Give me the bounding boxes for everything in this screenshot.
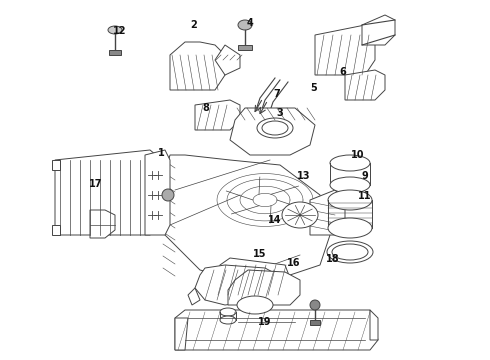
Ellipse shape (330, 177, 370, 193)
Polygon shape (310, 190, 345, 235)
Polygon shape (109, 50, 121, 55)
Text: 14: 14 (268, 215, 281, 225)
Text: 17: 17 (89, 179, 102, 189)
Polygon shape (238, 45, 252, 50)
Polygon shape (195, 100, 240, 130)
Polygon shape (90, 210, 115, 238)
Text: 13: 13 (297, 171, 311, 181)
Ellipse shape (328, 190, 372, 210)
Text: 7: 7 (273, 89, 280, 99)
Text: 2: 2 (190, 20, 197, 30)
Polygon shape (175, 310, 378, 350)
Ellipse shape (220, 308, 236, 316)
Ellipse shape (328, 218, 372, 238)
Text: 4: 4 (246, 18, 253, 28)
Polygon shape (170, 42, 225, 90)
Polygon shape (175, 318, 188, 350)
Text: 18: 18 (326, 254, 340, 264)
Polygon shape (228, 270, 300, 305)
Text: 1: 1 (158, 148, 165, 158)
Text: 12: 12 (113, 26, 127, 36)
Text: 19: 19 (258, 317, 271, 327)
Polygon shape (55, 150, 162, 235)
Ellipse shape (327, 241, 373, 263)
Polygon shape (145, 150, 170, 235)
Ellipse shape (310, 300, 320, 310)
Text: 15: 15 (253, 249, 267, 259)
Polygon shape (362, 15, 395, 45)
Polygon shape (195, 265, 278, 305)
Ellipse shape (262, 121, 288, 135)
Ellipse shape (238, 20, 252, 30)
Text: 9: 9 (362, 171, 368, 181)
Ellipse shape (330, 155, 370, 171)
Polygon shape (215, 45, 240, 75)
Polygon shape (188, 288, 200, 305)
Ellipse shape (108, 26, 122, 34)
Polygon shape (52, 225, 60, 235)
Polygon shape (52, 160, 60, 170)
Ellipse shape (332, 244, 368, 260)
Text: 5: 5 (310, 83, 317, 93)
Polygon shape (232, 315, 302, 332)
Polygon shape (160, 155, 330, 285)
Text: 16: 16 (287, 258, 301, 268)
Ellipse shape (237, 296, 273, 314)
Polygon shape (315, 25, 375, 75)
Ellipse shape (282, 202, 318, 228)
Text: 10: 10 (351, 150, 365, 160)
Text: 6: 6 (340, 67, 346, 77)
Text: 3: 3 (276, 108, 283, 118)
Polygon shape (370, 310, 378, 340)
Polygon shape (215, 258, 290, 295)
Polygon shape (345, 70, 385, 100)
Ellipse shape (257, 118, 293, 138)
Ellipse shape (220, 316, 236, 324)
Polygon shape (230, 108, 315, 155)
Text: 8: 8 (202, 103, 209, 113)
Ellipse shape (162, 189, 174, 201)
Text: 11: 11 (358, 191, 372, 201)
Polygon shape (310, 320, 320, 325)
